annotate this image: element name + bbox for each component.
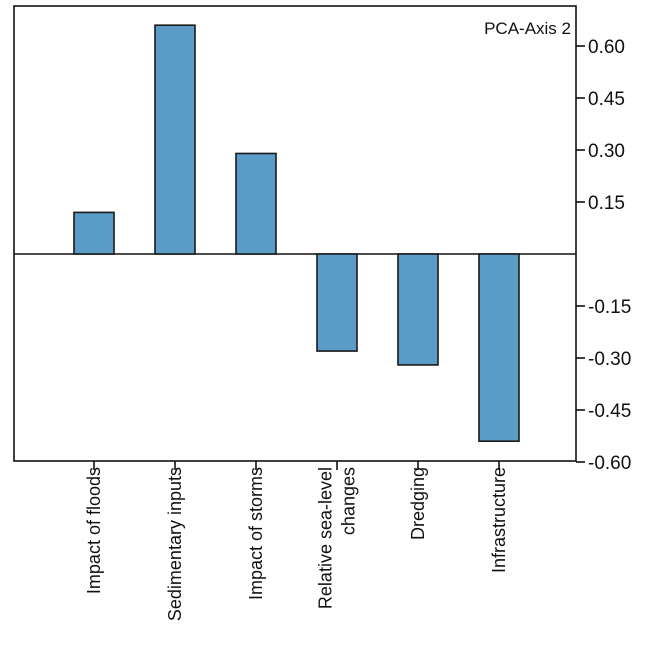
bar-2 (235, 152, 277, 255)
chart-title: PCA-Axis 2 (484, 19, 571, 38)
bar-1 (154, 24, 196, 255)
bar-5 (478, 253, 520, 442)
x-category-label: Impact of floods (84, 467, 104, 594)
bar-3 (316, 253, 358, 352)
x-category-label: Infrastructure (489, 467, 509, 573)
x-category-label: Sedimentary inputs (165, 467, 185, 621)
y-tick-label: 0.30 (588, 141, 625, 162)
y-tick-label: -0.15 (588, 297, 631, 318)
x-category-label: Relative sea-level (316, 467, 336, 609)
y-axis-ticks: 0.60 0.45 0.30 0.15 -0.15 -0.30 -0.45 -0.60 (576, 37, 631, 474)
x-category-label: changes (339, 467, 359, 535)
x-category-label: Dredging (408, 467, 428, 540)
bar-4 (397, 253, 439, 366)
bar-0 (73, 211, 115, 255)
y-tick-label: 0.15 (588, 193, 625, 214)
y-tick-label: -0.45 (588, 401, 631, 422)
bars-group (73, 24, 520, 442)
y-tick-label: -0.60 (588, 453, 631, 474)
y-tick-label: 0.45 (588, 89, 625, 110)
y-tick-label: -0.30 (588, 349, 631, 370)
x-category-label: Impact of storms (246, 467, 266, 600)
x-axis-categories: Impact of floods Sedimentary inputs Impact… (84, 461, 509, 621)
y-tick-label: 0.60 (588, 37, 625, 58)
